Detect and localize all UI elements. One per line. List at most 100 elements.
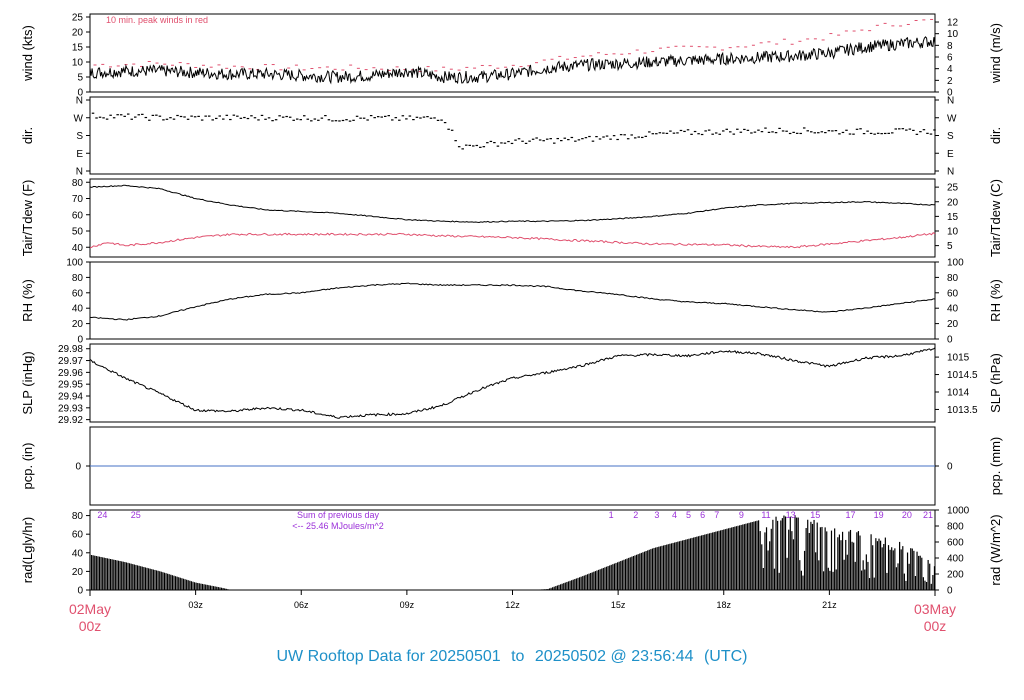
wind-peak-note: 10 min. peak winds in red — [106, 15, 208, 25]
rh-left-tick-label: 80 — [72, 273, 84, 284]
rh-right-tick-label: 100 — [947, 258, 964, 269]
relative-humidity-line — [89, 282, 935, 321]
slp-right-tick-label: 1013.5 — [947, 405, 978, 416]
rad-hour-label: 11 — [761, 510, 770, 520]
rad-hour-label: 3 — [654, 510, 659, 520]
dir-right-tick-label: W — [947, 113, 957, 124]
rad-left-axis-label: rad(Lgly/hr) — [20, 517, 35, 583]
wind-panel-frame — [89, 13, 936, 93]
rh-left-tick-label: 0 — [77, 335, 83, 346]
wind-left-axis-label: wind (kts) — [20, 25, 35, 82]
slp-right-tick-label: 1014.5 — [947, 370, 978, 381]
rad-hour-label: 15 — [810, 510, 820, 520]
x-end-date: 03May — [914, 601, 956, 617]
wind-left-tick-label: 15 — [72, 43, 84, 54]
rad-left-tick-label: 20 — [72, 567, 84, 578]
rad-hour-label: 21 — [923, 510, 933, 520]
temp-left-tick-label: 70 — [72, 194, 84, 205]
rh-right-tick-label: 20 — [947, 319, 959, 330]
chart-title: UW Rooftop Data for 20250501 to 20250502… — [0, 648, 1024, 666]
temp-left-tick-label: 60 — [72, 210, 84, 221]
title-prefix: UW Rooftop Data for — [276, 648, 426, 665]
slp-panel-frame — [89, 343, 936, 423]
rad-right-axis-label: rad (W/m^2) — [988, 514, 1003, 585]
x-tick-label: 15z — [611, 600, 626, 610]
pcp-left-tick-label: 0 — [75, 462, 81, 473]
sea-level-pressure-line — [89, 347, 936, 419]
wind-right-tick-label: 2 — [947, 76, 953, 87]
x-start-hour: 00z — [79, 618, 102, 634]
rad-hour-label: 2 — [633, 510, 638, 520]
rad-hour-label: 1 — [609, 510, 614, 520]
rad-left-tick-label: 40 — [72, 548, 84, 559]
wind-right-tick-label: 12 — [947, 18, 959, 29]
wind-right-tick-label: 10 — [947, 29, 959, 40]
rh-right-tick-label: 0 — [947, 335, 953, 346]
dir-left-tick-label: W — [74, 113, 84, 124]
rad-sum-label: Sum of previous day — [297, 510, 380, 520]
wind-right-tick-label: 6 — [947, 53, 953, 64]
temp-left-tick-label: 50 — [72, 227, 84, 238]
temp-right-tick-label: 10 — [947, 227, 959, 238]
temp-right-tick-label: 15 — [947, 212, 959, 223]
dir-left-tick-label: N — [76, 96, 83, 107]
title-end-date: 20250502 @ 23:56:44 — [534, 648, 694, 665]
x-tick-label: 18z — [716, 600, 731, 610]
rad-left-tick-label: 80 — [72, 511, 84, 522]
pcp-right-tick-label: 0 — [947, 462, 953, 473]
temp-right-tick-label: 5 — [947, 241, 953, 252]
wind-right-tick-label: 8 — [947, 41, 953, 52]
dir-right-tick-label: N — [947, 96, 954, 107]
dewpoint-line — [89, 232, 936, 249]
rh-left-tick-label: 100 — [66, 258, 83, 269]
slp-right-tick-label: 1015 — [947, 353, 970, 364]
slp-right-tick-label: 1014 — [947, 387, 970, 398]
rh-right-axis-label: RH (%) — [988, 279, 1003, 322]
rad-hour-label: 24 — [97, 510, 107, 520]
wind-right-tick-label: 0 — [947, 88, 953, 99]
x-tick-label: 21z — [822, 600, 837, 610]
wind-left-tick-label: 25 — [72, 13, 84, 24]
rad-hour-label: 25 — [131, 510, 141, 520]
rad-left-tick-label: 60 — [72, 530, 84, 541]
rad-right-tick-label: 600 — [947, 538, 964, 549]
rh-right-tick-label: 40 — [947, 304, 959, 315]
temp-left-tick-label: 80 — [72, 178, 84, 189]
slp-right-axis-label: SLP (hPa) — [988, 353, 1003, 413]
temp-right-tick-label: 25 — [947, 183, 959, 194]
rh-left-tick-label: 20 — [72, 319, 84, 330]
dir-left-tick-label: S — [76, 131, 83, 142]
rh-left-tick-label: 40 — [72, 304, 84, 315]
x-start-date: 02May — [69, 601, 111, 617]
rad-hour-label: 6 — [700, 510, 705, 520]
rad-hour-label: 17 — [845, 510, 855, 520]
rad-left-tick-label: 0 — [77, 586, 83, 597]
temp-right-tick-label: 20 — [947, 197, 959, 208]
title-to: to — [511, 648, 525, 665]
x-tick-label: 06z — [294, 600, 309, 610]
temp-left-axis-label: Tair/Tdew (F) — [20, 180, 35, 257]
rad-right-tick-label: 1000 — [947, 506, 970, 517]
dir-left-tick-label: N — [76, 167, 83, 178]
slp-left-tick-label: 29.95 — [58, 380, 83, 391]
rad-hour-label: 5 — [686, 510, 691, 520]
x-end-hour: 00z — [924, 618, 947, 634]
rad-right-tick-label: 800 — [947, 522, 964, 533]
rad-hour-label: 7 — [714, 510, 719, 520]
wind-left-tick-label: 5 — [77, 73, 83, 84]
wind-left-tick-label: 10 — [72, 58, 84, 69]
wind-left-tick-label: 0 — [77, 88, 83, 99]
dir-panel-frame — [89, 96, 936, 175]
dir-right-axis-label: dir. — [988, 127, 1003, 144]
slp-left-tick-label: 29.96 — [58, 368, 83, 379]
wind-right-axis-label: wind (m/s) — [988, 23, 1003, 84]
temp-right-axis-label: Tair/Tdew (C) — [988, 179, 1003, 257]
x-tick-label: 09z — [400, 600, 415, 610]
wind-speed-line — [89, 36, 936, 85]
slp-left-tick-label: 29.94 — [58, 392, 83, 403]
rad-right-tick-label: 200 — [947, 570, 964, 581]
slp-left-tick-label: 29.92 — [58, 415, 83, 426]
rh-right-tick-label: 60 — [947, 288, 959, 299]
pcp-right-axis-label: pcp. (mm) — [988, 437, 1003, 496]
